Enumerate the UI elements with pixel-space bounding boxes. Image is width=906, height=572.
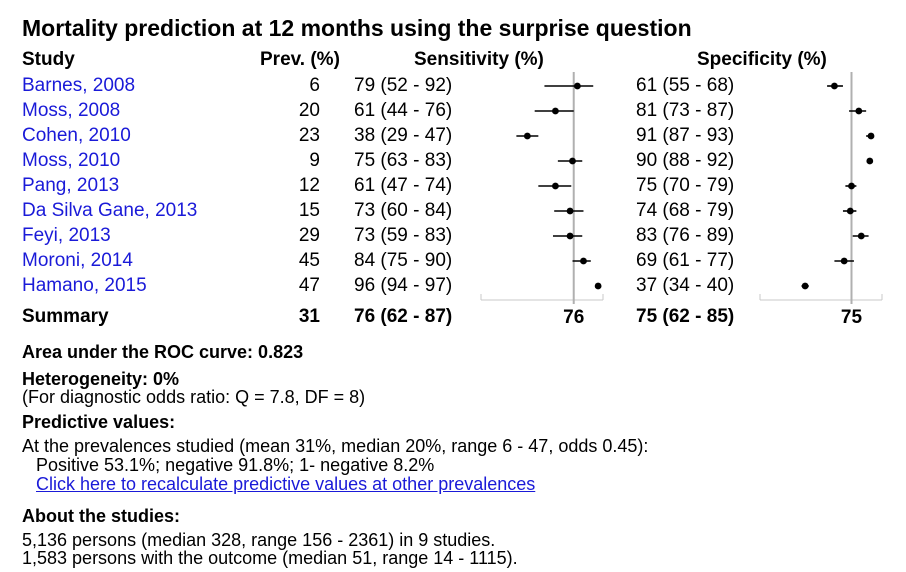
specificity-column-header: Specificity (%) <box>697 49 827 70</box>
study-specificity: 74 (68 - 79) <box>636 200 735 221</box>
specificity-point <box>801 282 809 290</box>
study-link[interactable]: Moss, 2010 <box>22 150 121 171</box>
study-link[interactable]: Cohen, 2010 <box>22 125 131 146</box>
summary-label: Summary <box>22 306 109 327</box>
sensitivity-point <box>573 82 581 90</box>
study-link[interactable]: Da Silva Gane, 2013 <box>22 200 198 221</box>
study-prevalence: 47 <box>298 275 320 296</box>
study-sensitivity: 79 (52 - 92) <box>354 75 453 96</box>
specificity-point <box>857 232 865 240</box>
study-prevalence: 9 <box>309 150 320 171</box>
about-studies-line2: 1,583 persons with the outcome (median 5… <box>22 548 518 568</box>
sensitivity-point <box>566 232 574 240</box>
study-specificity: 90 (88 - 92) <box>636 150 735 171</box>
specificity-summary-tick-label: 75 <box>841 307 863 328</box>
sensitivity-point <box>552 107 559 115</box>
study-specificity: 91 (87 - 93) <box>636 125 735 146</box>
specificity-point <box>840 257 848 265</box>
specificity-point <box>831 82 838 90</box>
study-sensitivity: 84 (75 - 90) <box>354 250 453 271</box>
predictive-values-line2: Positive 53.1%; negative 91.8%; 1- negat… <box>36 455 435 475</box>
predictive-values-line1: At the prevalences studied (mean 31%, me… <box>22 436 649 456</box>
study-specificity: 81 (73 - 87) <box>636 100 735 121</box>
sensitivity-point <box>580 257 587 265</box>
sensitivity-summary-tick-label: 76 <box>563 307 584 328</box>
sensitivity-point <box>594 282 602 290</box>
study-sensitivity: 96 (94 - 97) <box>354 275 453 296</box>
study-sensitivity: 38 (29 - 47) <box>354 125 453 146</box>
study-column-header: Study <box>22 49 75 70</box>
study-link[interactable]: Barnes, 2008 <box>22 75 136 96</box>
study-prevalence: 23 <box>298 125 320 146</box>
specificity-point <box>867 132 875 140</box>
heterogeneity-note: (For diagnostic odds ratio: Q = 7.8, DF … <box>22 387 366 407</box>
study-specificity: 83 (76 - 89) <box>636 225 735 246</box>
specificity-point <box>846 207 854 215</box>
study-prevalence: 20 <box>298 100 320 121</box>
sensitivity-point <box>523 132 531 140</box>
sensitivity-column-header: Sensitivity (%) <box>414 49 544 70</box>
study-sensitivity: 73 (60 - 84) <box>354 200 453 221</box>
predictive-values-title: Predictive values: <box>22 412 176 432</box>
prevalence-column-header: Prev. (%) <box>260 49 340 70</box>
study-sensitivity: 73 (59 - 83) <box>354 225 453 246</box>
specificity-point <box>855 107 863 115</box>
page-title: Mortality prediction at 12 months using … <box>22 15 692 41</box>
study-link[interactable]: Hamano, 2015 <box>22 275 147 296</box>
study-prevalence: 45 <box>298 250 320 271</box>
specificity-point <box>848 182 855 190</box>
study-sensitivity: 61 (47 - 74) <box>354 175 453 196</box>
sensitivity-point <box>569 157 576 165</box>
study-specificity: 69 (61 - 77) <box>636 250 735 271</box>
sensitivity-point <box>552 182 559 190</box>
recalculate-predictive-values-link[interactable]: Click here to recalculate predictive val… <box>36 474 536 494</box>
study-specificity: 37 (34 - 40) <box>636 275 735 296</box>
study-prevalence: 12 <box>298 175 320 196</box>
summary-specificity: 75 (62 - 85) <box>636 306 735 327</box>
about-studies-title: About the studies: <box>22 506 180 526</box>
study-link[interactable]: Moroni, 2014 <box>22 250 133 271</box>
about-studies-line1: 5,136 persons (median 328, range 156 - 2… <box>22 530 496 550</box>
study-sensitivity: 61 (44 - 76) <box>354 100 453 121</box>
study-specificity: 75 (70 - 79) <box>636 175 735 196</box>
auc-text: Area under the ROC curve: 0.823 <box>22 342 304 362</box>
study-prevalence: 15 <box>298 200 320 221</box>
summary-prevalence: 31 <box>298 306 320 327</box>
study-link[interactable]: Moss, 2008 <box>22 100 121 121</box>
summary-sensitivity: 76 (62 - 87) <box>354 306 453 327</box>
specificity-point <box>866 157 874 165</box>
study-sensitivity: 75 (63 - 83) <box>354 150 453 171</box>
sensitivity-point <box>566 207 574 215</box>
study-prevalence: 29 <box>298 225 320 246</box>
study-link[interactable]: Feyi, 2013 <box>22 225 111 246</box>
study-specificity: 61 (55 - 68) <box>636 75 735 96</box>
study-link[interactable]: Pang, 2013 <box>22 175 120 196</box>
heterogeneity-text: Heterogeneity: 0% <box>22 369 180 389</box>
study-prevalence: 6 <box>309 75 320 96</box>
